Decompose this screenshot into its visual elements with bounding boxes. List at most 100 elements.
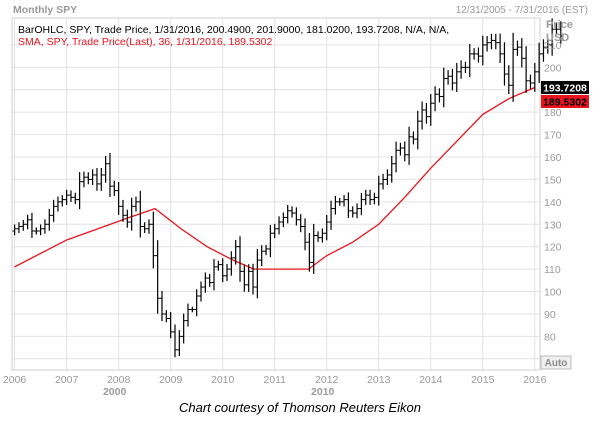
ohlc-bar (549, 18, 555, 56)
ohlc-bar (107, 152, 113, 197)
last-price-tag (541, 81, 589, 94)
ohlc-bar (454, 62, 459, 92)
ohlc-bar (346, 192, 351, 218)
ohlc-bar (86, 172, 91, 185)
y-tick-label: 120 (544, 242, 562, 254)
ohlc-bar (12, 224, 17, 236)
y-tick-label: 140 (544, 197, 562, 209)
ohlc-bar (324, 214, 329, 241)
ohlc-bar (138, 190, 143, 238)
legend-sma: SMA, SPY, Trade Price(Last), 36, 1/31/20… (18, 36, 272, 48)
ohlc-bar (558, 21, 564, 44)
ohlc-bar (437, 88, 442, 103)
ohlc-bar (298, 214, 303, 233)
ohlc-bar (441, 67, 446, 108)
ohlc-bar (60, 194, 65, 207)
y-tick-label: 90 (544, 309, 556, 321)
ohlc-bar (515, 40, 520, 56)
ohlc-bars-group (12, 18, 564, 358)
x-tick-label: 2011 (263, 374, 286, 386)
ohlc-bar (294, 207, 299, 226)
ohlc-bar (328, 200, 334, 230)
y-tick-label: 150 (544, 174, 562, 186)
ohlc-bar (55, 196, 61, 212)
grid-lines (12, 18, 540, 370)
ohlc-bar (389, 155, 394, 183)
chart-caption: Chart courtesy of Thomson Reuters Eikon (178, 400, 422, 415)
sma-price-value: 189.5302 (543, 97, 587, 109)
y-tick-label: 200 (544, 62, 562, 74)
ohlc-bar (541, 39, 546, 62)
ohlc-bar (484, 36, 490, 52)
ohlc-bar (519, 38, 524, 68)
ohlc-bar (81, 171, 87, 188)
ohlc-bar (532, 62, 537, 92)
ohlc-bar (506, 65, 511, 95)
x-tick-label: 2009 (159, 374, 183, 386)
ohlc-bar (116, 182, 121, 215)
x-sublabel: 2000 (103, 386, 127, 398)
x-tick-label: 2007 (55, 374, 79, 386)
ohlc-bar (359, 192, 364, 216)
ohlc-bar (510, 32, 516, 102)
ohlc-bar (497, 33, 503, 64)
ohlc-bar (502, 42, 507, 86)
ohlc-bar (142, 222, 147, 234)
ohlc-bar (385, 169, 390, 186)
y-axis-price-label: Price (546, 19, 573, 31)
ohlc-bar (281, 212, 286, 228)
ohlc-bar (467, 44, 472, 78)
ohlc-bar (528, 74, 533, 90)
x-tick-label: 2015 (471, 374, 495, 386)
ohlc-bar (125, 209, 130, 228)
ohlc-bar (320, 228, 325, 243)
ohlc-bar (476, 47, 481, 63)
ohlc-bar (480, 35, 485, 66)
auto-scale-button[interactable] (540, 355, 572, 370)
ohlc-bar (372, 192, 377, 205)
ohlc-bar (242, 264, 247, 292)
ohlc-bar (471, 48, 477, 60)
ohlc-bar (211, 259, 217, 291)
ohlc-bar (64, 189, 69, 205)
last-price-value: 193.7208 (543, 83, 587, 95)
ohlc-bar (99, 167, 104, 191)
ohlc-bar (51, 199, 56, 222)
ohlc-bar (25, 214, 30, 230)
ohlc-bar (424, 102, 429, 124)
x-tick-label: 2006 (3, 374, 27, 386)
ohlc-bar (363, 189, 368, 205)
ohlc-bar (259, 245, 264, 267)
ohlc-bar (393, 141, 399, 173)
ohlc-bar (168, 312, 173, 339)
ohlc-bar (493, 33, 498, 50)
ohlc-bar (406, 126, 412, 165)
x-sublabel: 2010 (311, 386, 335, 398)
ohlc-bar (536, 42, 542, 83)
ohlc-bar (38, 224, 43, 236)
ohlc-bar (411, 131, 416, 145)
x-tick-label: 2014 (419, 374, 443, 386)
ohlc-bar (380, 173, 386, 190)
y-axis-ticks: 7080901001101201301401501601701801902002… (544, 40, 562, 366)
ohlc-bar (220, 258, 225, 283)
ohlc-bar (151, 211, 156, 269)
ohlc-bar (172, 324, 178, 358)
ohlc-bar (129, 197, 134, 231)
y-tick-label: 160 (544, 152, 562, 164)
ohlc-bar (445, 70, 451, 85)
y-tick-label: 110 (544, 264, 561, 276)
y-tick-label: 100 (544, 287, 562, 299)
ohlc-bar (489, 33, 494, 50)
ohlc-bar (419, 101, 425, 130)
y-tick-label: 210 (544, 40, 562, 52)
ohlc-bar (103, 155, 108, 183)
ohlc-bar (428, 94, 433, 126)
ohlc-bar (164, 310, 169, 323)
ohlc-bar (185, 303, 191, 327)
ohlc-bar (181, 313, 186, 344)
ohlc-bar (133, 196, 139, 212)
ohlc-bar (350, 206, 355, 218)
ohlc-bar (229, 251, 234, 276)
